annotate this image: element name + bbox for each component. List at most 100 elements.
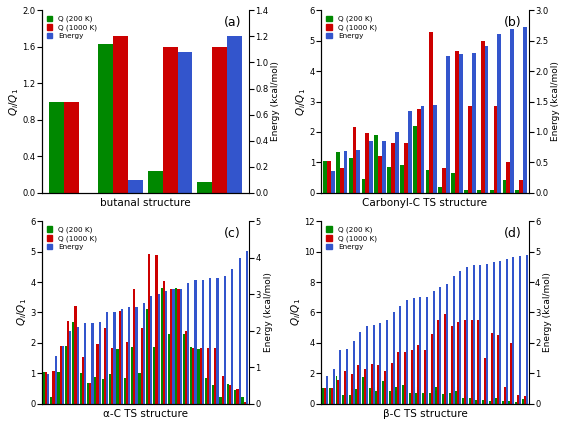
Bar [99, 44, 113, 193]
X-axis label: α-C TS structure: α-C TS structure [103, 409, 188, 419]
Bar [357, 150, 360, 193]
Bar [408, 111, 412, 193]
Y-axis label: Energy (kcal/mol): Energy (kcal/mol) [264, 273, 273, 352]
Legend: Q (200 K), Q (1000 K), Energy: Q (200 K), Q (1000 K), Energy [324, 224, 379, 252]
Bar [411, 350, 413, 403]
Bar [79, 373, 82, 403]
Bar [62, 346, 64, 403]
Bar [214, 348, 217, 403]
Bar [382, 141, 386, 193]
Bar [160, 288, 163, 403]
Bar [333, 368, 335, 403]
Bar [417, 109, 421, 193]
Bar [519, 181, 523, 193]
Bar [54, 356, 57, 403]
Bar [502, 181, 506, 193]
Bar [116, 349, 119, 403]
Bar [495, 398, 497, 403]
Bar [349, 395, 351, 403]
Bar [217, 278, 219, 403]
Bar [168, 334, 170, 403]
Bar [435, 386, 437, 403]
Bar [326, 376, 328, 403]
Bar [439, 287, 441, 403]
Bar [212, 47, 227, 193]
Bar [153, 347, 155, 403]
Bar [437, 320, 439, 403]
Bar [336, 152, 340, 193]
Bar [246, 250, 248, 403]
Bar [489, 401, 490, 403]
Bar [493, 106, 497, 193]
Bar [155, 255, 158, 403]
Bar [133, 289, 136, 403]
Bar [424, 350, 426, 403]
Bar [219, 397, 222, 403]
Bar [124, 378, 126, 403]
Legend: Q (200 K), Q (1000 K), Energy: Q (200 K), Q (1000 K), Energy [324, 13, 379, 41]
Bar [239, 258, 241, 403]
Legend: Q (200 K), Q (1000 K), Energy: Q (200 K), Q (1000 K), Energy [45, 224, 99, 252]
Bar [429, 393, 431, 403]
Bar [227, 37, 242, 193]
Bar [236, 389, 239, 403]
Bar [399, 306, 401, 403]
Bar [57, 371, 60, 403]
Bar [197, 181, 212, 193]
Bar [369, 389, 371, 403]
Bar [49, 101, 64, 193]
Bar [395, 386, 397, 403]
Bar [172, 289, 175, 403]
Bar [524, 396, 526, 403]
Bar [444, 314, 446, 403]
Bar [351, 374, 353, 403]
Bar [65, 346, 67, 403]
Bar [47, 374, 49, 403]
Bar [101, 379, 104, 403]
Bar [389, 391, 391, 403]
Bar [446, 284, 448, 403]
Bar [451, 326, 452, 403]
Bar [433, 104, 437, 193]
Bar [459, 271, 461, 403]
Bar [128, 180, 143, 193]
Bar [227, 384, 229, 403]
Bar [497, 34, 501, 193]
Bar [452, 276, 455, 403]
Bar [349, 158, 353, 193]
Bar [359, 332, 361, 403]
Bar [327, 161, 331, 193]
Bar [141, 328, 143, 403]
Bar [416, 393, 417, 403]
Bar [417, 345, 420, 403]
Bar [369, 141, 373, 193]
Bar [185, 331, 187, 403]
Bar [340, 168, 344, 193]
Y-axis label: Energy (kcal/mol): Energy (kcal/mol) [272, 62, 281, 141]
Bar [74, 306, 77, 403]
Bar [192, 348, 194, 403]
Bar [462, 398, 464, 403]
Bar [45, 371, 47, 403]
Bar [379, 323, 382, 403]
Bar [484, 358, 486, 403]
Bar [413, 126, 417, 193]
Bar [165, 291, 167, 403]
Bar [336, 376, 337, 403]
Bar [324, 388, 326, 403]
Bar [510, 29, 514, 193]
Bar [406, 300, 408, 403]
Bar [490, 190, 493, 193]
Bar [409, 393, 411, 403]
Bar [468, 398, 471, 403]
Bar [395, 132, 399, 193]
Bar [499, 261, 501, 403]
Bar [481, 41, 485, 193]
Bar [104, 328, 106, 403]
Bar [50, 397, 52, 403]
Bar [510, 343, 513, 403]
Bar [448, 393, 451, 403]
Bar [323, 161, 327, 193]
Bar [113, 312, 116, 403]
Bar [150, 296, 153, 403]
